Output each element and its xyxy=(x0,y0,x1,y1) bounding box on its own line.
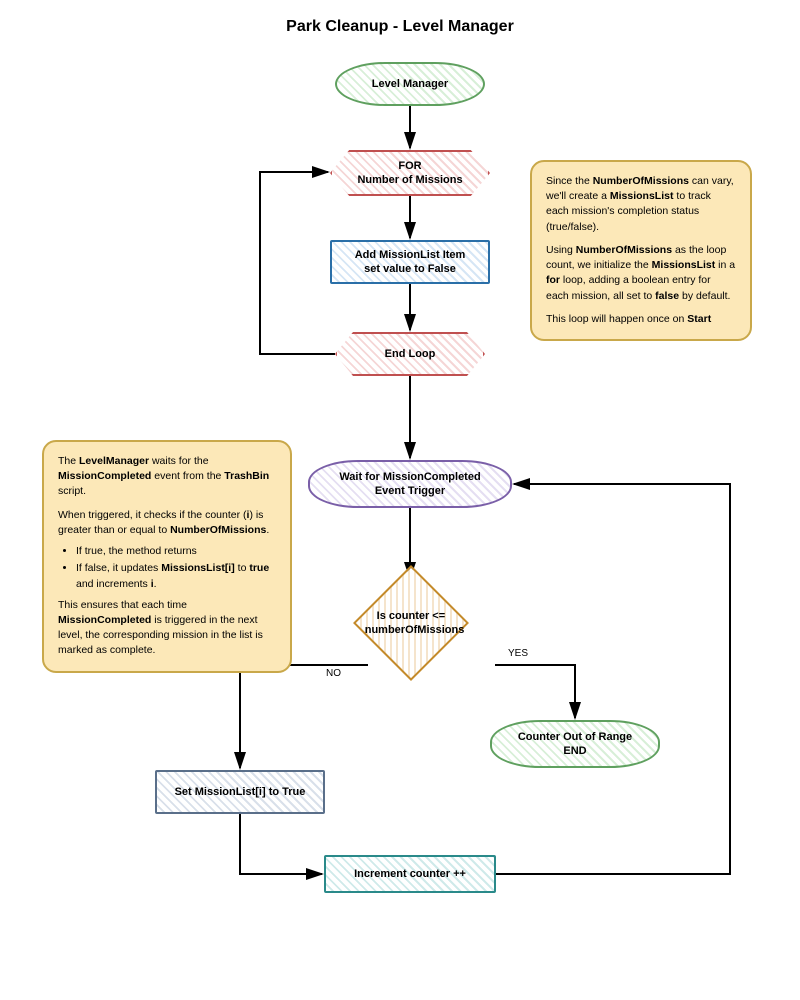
diagram-title: Park Cleanup - Level Manager xyxy=(0,18,800,36)
wait-l1: Wait for MissionCompleted xyxy=(339,471,480,483)
node-end-loop-label: End Loop xyxy=(335,332,485,376)
wait-l2: Event Trigger xyxy=(375,485,445,497)
settrue-label: Set MissionList[i] to True xyxy=(175,785,306,799)
note-event-handling: The LevelManager waits for the MissionCo… xyxy=(42,440,292,673)
node-for-label: FOR Number of Missions xyxy=(330,150,490,196)
node-end: Counter Out of Range END xyxy=(490,720,660,768)
node-wait-event: Wait for MissionCompleted Event Trigger xyxy=(308,460,512,508)
edge-label-no: NO xyxy=(326,668,341,679)
end-l1: Counter Out of Range xyxy=(518,731,632,743)
endloop-label: End Loop xyxy=(385,347,436,361)
node-label: Level Manager xyxy=(372,77,448,91)
node-add-missionlist: Add MissionList Item set value to False xyxy=(330,240,490,284)
incr-label: Increment counter ++ xyxy=(354,867,466,881)
edge-label-yes: YES xyxy=(508,648,528,659)
decision-l2: numberOfMissions xyxy=(365,624,465,636)
end-l2: END xyxy=(563,745,586,757)
node-decision: Is counter <= numberOfMissions xyxy=(353,565,469,681)
node-set-true: Set MissionList[i] to True xyxy=(155,770,325,814)
note-bullet: If true, the method returns xyxy=(76,544,276,559)
note-initialization: Since the NumberOfMissions can vary, we'… xyxy=(530,160,752,341)
add-l1: Add MissionList Item xyxy=(355,249,466,261)
for-l2: Number of Missions xyxy=(357,174,462,186)
node-increment: Increment counter ++ xyxy=(324,855,496,893)
node-level-manager: Level Manager xyxy=(335,62,485,106)
note-bullet: If false, it updates MissionsList[i] to … xyxy=(76,561,276,591)
decision-l1: Is counter <= xyxy=(377,610,445,622)
for-l1: FOR xyxy=(398,160,421,172)
add-l2: set value to False xyxy=(364,263,456,275)
